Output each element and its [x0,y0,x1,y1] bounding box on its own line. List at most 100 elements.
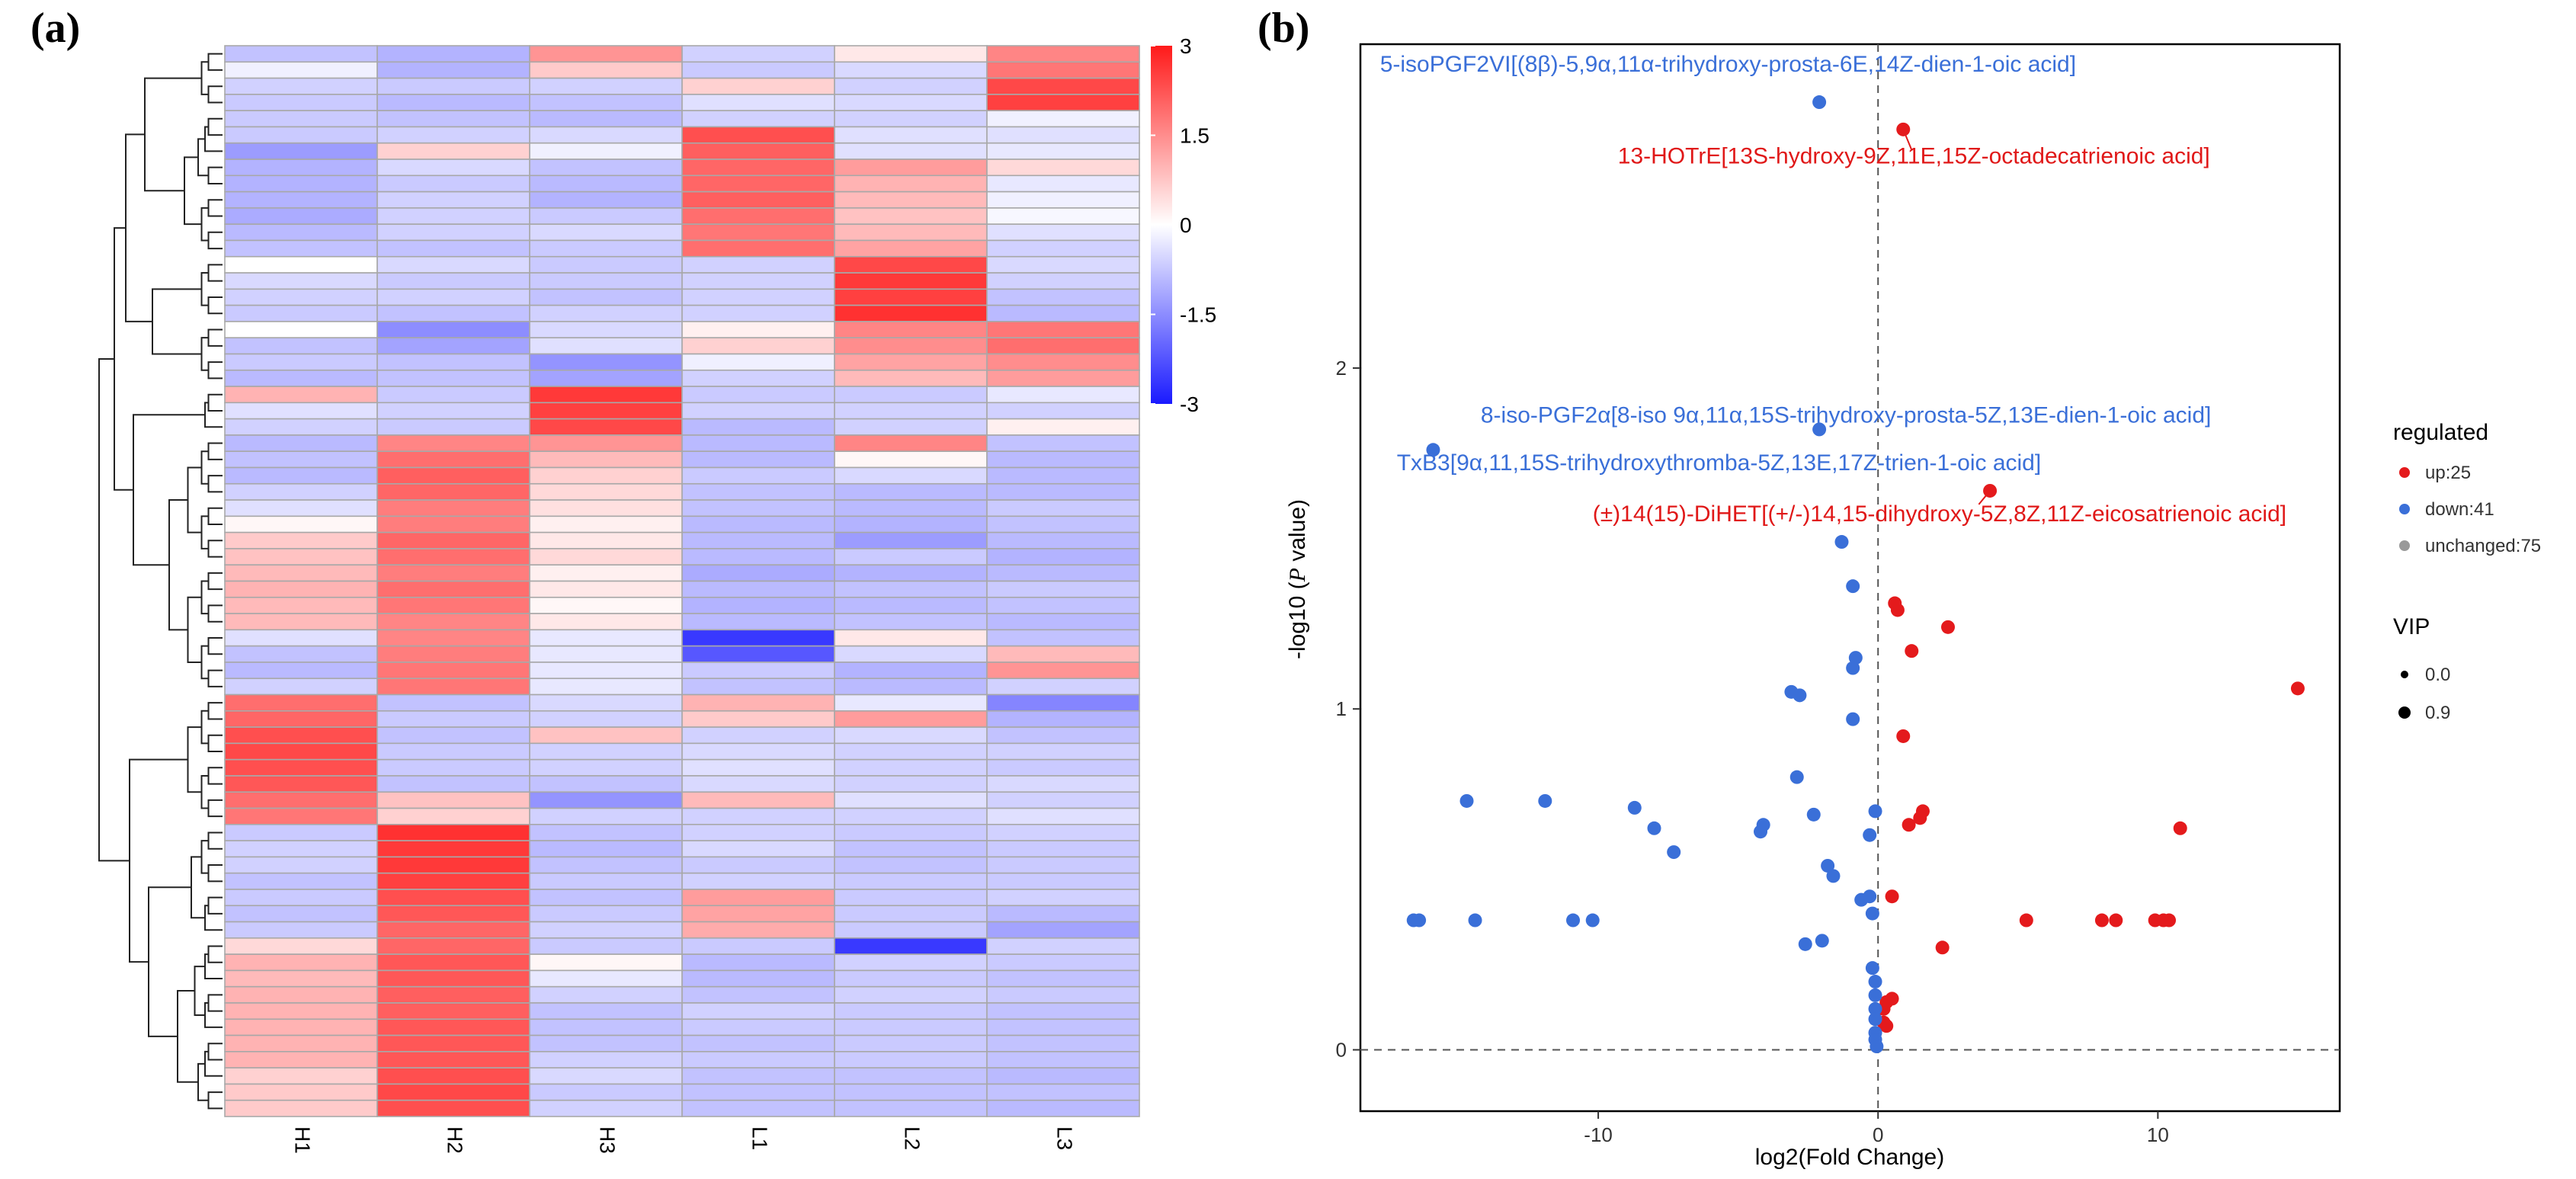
heatmap-cell [529,921,683,939]
heatmap-cell [376,937,530,955]
down-point [1826,869,1841,883]
heatmap-cell [681,191,835,209]
heatmap-cell [681,678,835,696]
heatmap-cell [834,450,988,469]
heatmap-cell [376,613,530,631]
heatmap-cell [224,742,378,761]
heatmap-cell [834,580,988,598]
dendrogram-branch [207,604,223,623]
heatmap-cell [681,1002,835,1020]
heatmap-cell [224,629,378,647]
heatmap-cell [529,969,683,988]
heatmap-cell [376,742,530,761]
heatmap-cell [376,515,530,533]
heatmap-cell [834,937,988,955]
heatmap-cell [681,450,835,469]
heatmap-cell [529,807,683,825]
heatmap-cell [224,1067,378,1085]
heatmap-cell [986,142,1140,160]
heatmap-cell [529,288,683,306]
heatmap-cell [529,662,683,680]
heatmap-cell [529,791,683,809]
heatmap-cell [376,61,530,79]
dendrogram-branch [200,515,209,549]
heatmap-cell [834,531,988,549]
heatmap-cell [681,418,835,436]
heatmap-cell [224,369,378,387]
heatmap-cell [529,1099,683,1117]
heatmap-cell [529,434,683,452]
dendrogram-branch [187,596,202,663]
dendrogram-branch [152,288,202,355]
heatmap-cell [224,239,378,258]
dendrogram-branch [207,669,223,687]
down-point [1667,845,1681,860]
heatmap-cell [681,515,835,533]
heatmap-cell [529,304,683,322]
down-point [1846,712,1860,726]
heatmap-cell [834,791,988,809]
down-point [1868,975,1882,989]
down-point [1412,913,1427,928]
heatmap-cell [834,758,988,777]
dendrogram-branch [207,540,223,558]
heatmap-cell [681,1083,835,1101]
heatmap-cell [224,1051,378,1068]
heatmap-cell [834,369,988,387]
heatmap-cell [224,775,378,793]
heatmap-cell [529,856,683,874]
heatmap-cell [529,1051,683,1068]
heatmap-cell [986,466,1140,485]
heatmap-cell [681,321,835,338]
heatmap-cell [529,321,683,338]
down-point [1789,770,1804,784]
heatmap-cell [376,321,530,338]
heatmap-cell [834,969,988,988]
heatmap-cell [834,1067,988,1085]
vip-label: 0.9 [2425,703,2450,723]
heatmap-cell [986,580,1140,598]
heatmap-cell [986,223,1140,242]
heatmap-cell [376,482,530,501]
heatmap-cell [834,645,988,663]
heatmap-cell [681,1067,835,1085]
heatmap-column-label: H1 [291,1126,315,1154]
heatmap-cell [986,159,1140,177]
heatmap-cell [224,304,378,322]
up-point [1905,644,1919,658]
heatmap-cell [376,207,530,225]
heatmap-cell [986,564,1140,582]
heatmap-cell [376,662,530,680]
dendrogram-branch [187,726,202,793]
heatmap-cell [376,969,530,988]
heatmap-cell [529,466,683,485]
heatmap-cell [986,758,1140,777]
legend-label: unchanged:75 [2425,536,2541,556]
dendrogram-branch [200,774,209,809]
heatmap-cell [834,272,988,290]
heatmap-cell [529,1083,683,1101]
axis-ticks: -10 0 10 0 1 2 [1336,357,2169,1146]
dendrogram-branch [207,637,223,655]
down-point [1459,793,1474,808]
heatmap-cell [376,239,530,258]
down-point [1627,800,1642,815]
heatmap-cell [834,94,988,111]
dendrogram-branch [197,138,209,177]
heatmap-cell [834,824,988,841]
heatmap-cell [376,1034,530,1052]
heatmap-cell [834,613,988,631]
heatmap-cell [224,840,378,858]
down-point [1815,934,1829,948]
heatmap-cell [834,921,988,939]
heatmap-cell [224,824,378,841]
heatmap-cell [224,321,378,338]
down-point [1538,793,1552,808]
legend-label: up:25 [2425,463,2471,483]
x-tick-label: 0 [1873,1123,1883,1146]
heatmap-cell [376,678,530,696]
heatmap-cell [224,434,378,452]
data-points [1406,95,2305,1054]
heatmap-cell [834,482,988,501]
dendrogram-branch [207,442,223,460]
